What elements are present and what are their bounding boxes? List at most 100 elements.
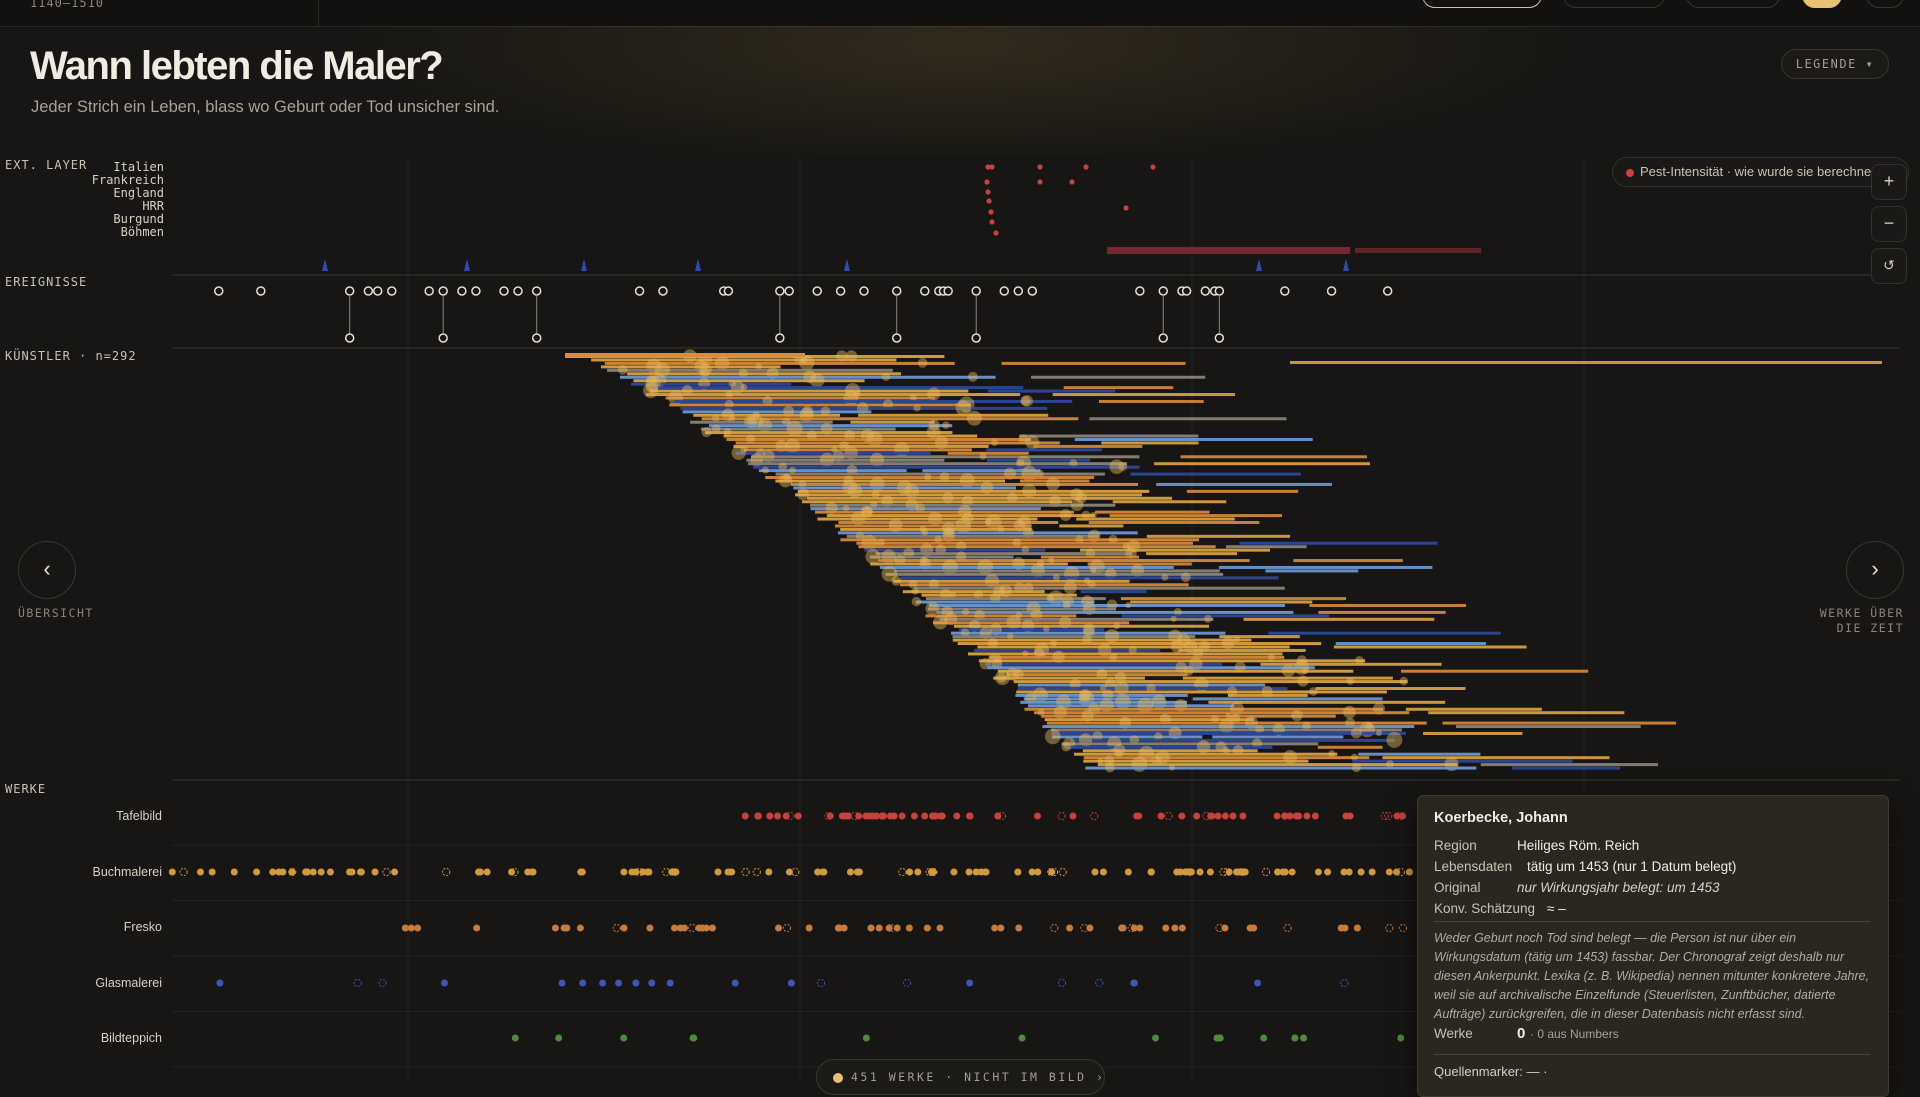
region-label: Burgund (113, 212, 164, 226)
artist-lifeline (927, 607, 1117, 611)
artist-lifeline (987, 389, 1116, 393)
artist-lifeline (875, 552, 1133, 556)
artist-lifeline (752, 465, 1140, 469)
work-dot (846, 868, 854, 876)
work-dot (599, 979, 607, 987)
work-dot (1291, 1034, 1299, 1042)
event-marker (920, 286, 930, 296)
artist-lifeline (682, 410, 872, 414)
artist-lifeline (795, 493, 1142, 497)
artist-lifeline (922, 469, 1041, 473)
region-label: England (113, 186, 164, 200)
work-dot (997, 924, 1005, 932)
work-dot (1090, 811, 1099, 821)
artist-lifeline (1333, 645, 1527, 649)
activity-glow (755, 363, 762, 370)
next-arrow-icon[interactable]: › (1846, 541, 1904, 599)
section-label-kuenstler: KÜNSTLER · n=292 (5, 349, 137, 363)
artist-lifeline (1001, 361, 1186, 365)
activity-glow (977, 559, 994, 575)
activity-glow (921, 529, 929, 536)
activity-glow (891, 575, 902, 586)
prev-arrow-icon[interactable]: ‹ (18, 541, 76, 599)
artist-lifeline (1098, 399, 1204, 403)
artist-lifeline (1087, 562, 1192, 566)
work-dot (407, 924, 415, 932)
work-dot (1385, 868, 1393, 876)
work-dot (208, 868, 216, 876)
activity-glow (925, 601, 940, 616)
artist-lifeline (840, 538, 1200, 542)
work-dot (1286, 812, 1294, 820)
zoom-reset-button[interactable]: ↺ (1871, 248, 1907, 284)
activity-glow (1053, 573, 1060, 581)
pest-intensity-pill[interactable]: Pest-Intensität · wie wurde sie berechne… (1612, 157, 1909, 187)
activity-glow (1061, 742, 1071, 752)
pest-pill-label: Pest-Intensität · wie wurde sie berechne… (1640, 164, 1883, 179)
artist-lifeline (817, 517, 1038, 521)
zoom-out-button[interactable]: − (1871, 206, 1907, 242)
artist-lifeline (607, 368, 893, 372)
activity-glow (1036, 469, 1044, 478)
event-marker (531, 286, 542, 296)
prev-nav-label[interactable]: ÜBERSICHT (18, 606, 94, 620)
work-dot (842, 812, 850, 820)
legend-button[interactable]: LEGENDE ▾ (1781, 49, 1889, 79)
activity-glow (1350, 753, 1358, 761)
work-dot (576, 924, 584, 932)
tooltip-key: Original (1434, 880, 1481, 895)
work-dot (1086, 924, 1094, 932)
event-marker (634, 286, 645, 296)
activity-glow (1309, 687, 1318, 696)
event-pin-icon (1343, 259, 1349, 271)
zoom-in-button[interactable]: + (1871, 164, 1907, 200)
artist-lifeline (1382, 756, 1610, 760)
artist-lifeline (1239, 541, 1438, 545)
activity-glow (876, 538, 885, 547)
artist-lifeline (997, 669, 1354, 673)
works-category-label: Tafelbild (116, 809, 162, 823)
artist-lifeline (1063, 386, 1174, 390)
work-dot (414, 924, 422, 932)
event-marker (1181, 286, 1192, 296)
activity-glow (1128, 645, 1137, 655)
activity-glow (942, 421, 950, 429)
artist-lifeline (1227, 693, 1308, 697)
event-marker-low (1214, 333, 1225, 343)
event-marker (513, 286, 523, 296)
pest-point (1083, 164, 1089, 170)
event-pin-icon (322, 259, 328, 271)
work-dot (1274, 868, 1282, 876)
activity-glow (725, 389, 734, 399)
activity-glow (1328, 750, 1336, 758)
work-dot (766, 812, 774, 820)
activity-glow (1109, 459, 1125, 475)
artist-lifeline (1218, 565, 1433, 569)
artist-lifeline (1040, 555, 1139, 559)
artist-lifeline (858, 545, 1216, 549)
artist-lifeline (1268, 631, 1501, 635)
work-dot (1393, 812, 1401, 820)
pest-point (989, 219, 995, 225)
activity-glow (1122, 542, 1130, 550)
activity-glow (809, 372, 825, 388)
activity-glow (1097, 757, 1104, 764)
work-dot (476, 868, 484, 876)
activity-glow (1211, 715, 1219, 724)
artist-lifeline (1405, 707, 1542, 711)
artist-lifeline (967, 652, 1283, 656)
event-marker (775, 286, 785, 296)
work-dot (382, 867, 391, 877)
artist-lifeline (646, 393, 1021, 397)
next-nav-label[interactable]: WERKE ÜBER DIE ZEIT (1820, 606, 1904, 636)
artist-lifeline (933, 621, 1130, 625)
activity-glow (723, 427, 732, 437)
activity-glow (928, 419, 940, 431)
work-dot (577, 868, 585, 876)
artist-lifeline (936, 610, 1294, 614)
activity-glow (911, 596, 922, 607)
artist-lifeline (1146, 552, 1237, 556)
work-dot (950, 868, 958, 876)
pest-point (984, 179, 990, 185)
offscreen-works-pill[interactable]: 451 WERKE · NICHT IM BILD › (816, 1059, 1105, 1095)
